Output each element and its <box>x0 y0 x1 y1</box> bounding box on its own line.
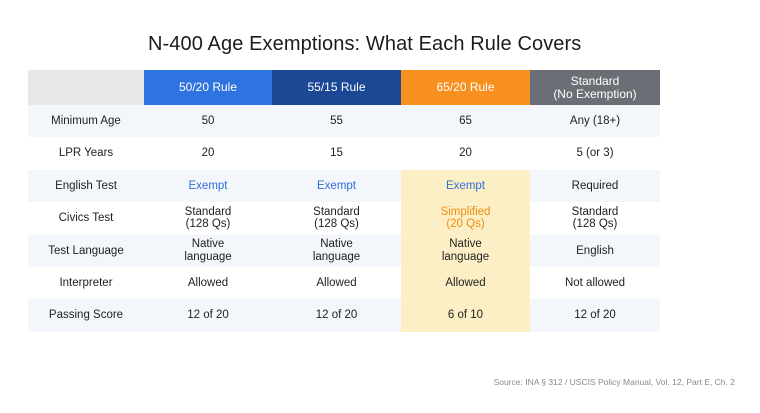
column-header-55-15-rule: 55/15 Rule <box>272 70 401 105</box>
table-cell: Standard (128 Qs) <box>144 202 272 235</box>
column-header-65-20-rule: 65/20 Rule <box>401 70 530 105</box>
table-cell: 55 <box>272 105 401 138</box>
table-cell: 20 <box>401 137 530 170</box>
table-cell: Native language <box>272 234 401 267</box>
table-cell-exempt: Exempt <box>144 169 272 203</box>
table-cell: 50 <box>144 105 272 138</box>
table-cell: Allowed <box>272 266 401 300</box>
column-header-standard: Standard (No Exemption) <box>530 70 660 105</box>
row-label-civics-test: Civics Test <box>28 202 144 235</box>
table-cell: English <box>530 234 660 267</box>
table-cell: 5 (or 3) <box>530 137 660 170</box>
row-label-interpreter: Interpreter <box>28 266 144 300</box>
table-cell: Standard (128 Qs) <box>530 202 660 235</box>
table-cell-highlighted: Native language <box>401 234 530 267</box>
source-note: Source: INA § 312 / USCIS Policy Manual,… <box>493 377 735 387</box>
table-cell: Native language <box>144 234 272 267</box>
table-cell-highlighted: Allowed <box>401 266 530 300</box>
table-cell: 65 <box>401 105 530 138</box>
table-cell-exempt-highlighted: Exempt <box>401 169 530 203</box>
table-cell-simplified-highlighted: Simplified (20 Qs) <box>401 202 530 235</box>
table-cell: 15 <box>272 137 401 170</box>
page-title: N-400 Age Exemptions: What Each Rule Cov… <box>148 33 582 55</box>
table-cell: 12 of 20 <box>144 299 272 332</box>
table-cell: Any (18+) <box>530 105 660 138</box>
table-cell: 12 of 20 <box>530 299 660 332</box>
table-corner-cell <box>28 70 144 105</box>
row-label-passing-score: Passing Score <box>28 299 144 332</box>
comparison-table: 50/20 Rule 55/15 Rule 65/20 Rule Standar… <box>28 70 660 332</box>
table-cell-exempt: Exempt <box>272 169 401 203</box>
column-header-50-20-rule: 50/20 Rule <box>144 70 272 105</box>
row-label-test-language: Test Language <box>28 234 144 267</box>
row-label-lpr-years: LPR Years <box>28 137 144 170</box>
table-cell: 20 <box>144 137 272 170</box>
table-cell: Allowed <box>144 266 272 300</box>
table-cell-highlighted: 6 of 10 <box>401 299 530 332</box>
table-cell: 12 of 20 <box>272 299 401 332</box>
table-cell: Not allowed <box>530 266 660 300</box>
row-label-minimum-age: Minimum Age <box>28 105 144 138</box>
table-cell: Standard (128 Qs) <box>272 202 401 235</box>
row-label-english-test: English Test <box>28 169 144 203</box>
table-cell: Required <box>530 169 660 203</box>
